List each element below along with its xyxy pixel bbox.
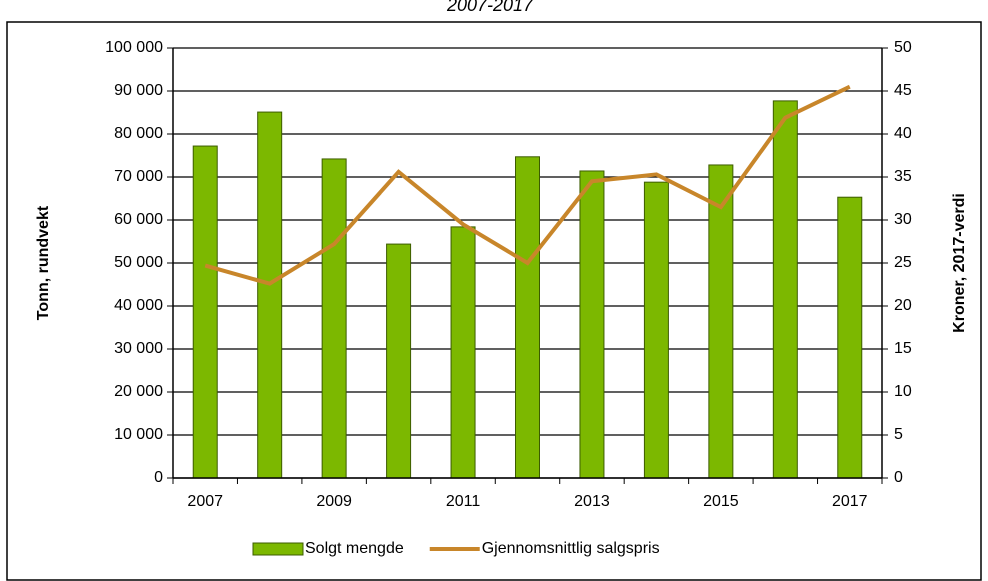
legend-label: Gjennomsnittlig salgspris: [482, 540, 660, 557]
y2-tick-label: 30: [894, 211, 912, 228]
y2-tick-label: 10: [894, 383, 912, 400]
y-tick-label: 0: [154, 469, 163, 486]
legend-label: Solgt mengde: [305, 540, 404, 557]
x-tick-label: 2017: [832, 493, 868, 510]
y2-tick-label: 45: [894, 82, 912, 99]
x-tick-label: 2011: [446, 493, 481, 510]
chart-frame: [6, 21, 982, 581]
y-tick-label: 90 000: [114, 82, 163, 99]
y2-tick-label: 35: [894, 168, 912, 185]
legend-swatch: [252, 542, 304, 556]
bar: [192, 145, 218, 479]
y-tick-label: 100 000: [105, 39, 163, 56]
y-tick-label: 30 000: [114, 340, 163, 357]
bar: [579, 170, 605, 479]
y-tick-label: 10 000: [114, 426, 163, 443]
x-tick-label: 2015: [703, 493, 739, 510]
y2-tick-label: 20: [894, 297, 912, 314]
y-axis-label: Tonn, rundvekt: [35, 205, 52, 320]
y2-tick-label: 0: [894, 469, 903, 486]
x-tick-label: 2007: [187, 493, 223, 510]
bar: [772, 100, 798, 479]
bar: [708, 164, 734, 479]
y-tick-label: 40 000: [114, 297, 163, 314]
x-tick-label: 2013: [574, 493, 610, 510]
y-tick-label: 70 000: [114, 168, 163, 185]
bar: [837, 196, 863, 479]
y2-tick-label: 40: [894, 125, 912, 142]
y2-tick-label: 5: [894, 426, 903, 443]
line: [204, 84, 851, 286]
bar: [643, 181, 669, 479]
y-tick-label: 20 000: [114, 383, 163, 400]
y-tick-label: 60 000: [114, 211, 163, 228]
bar: [450, 226, 476, 479]
bar: [386, 243, 412, 479]
bar: [515, 156, 540, 479]
bar: [321, 158, 347, 479]
chart-title: 2007-2017: [446, 0, 534, 15]
y2-tick-label: 50: [894, 39, 912, 56]
y2-tick-label: 25: [894, 254, 912, 271]
y-tick-label: 80 000: [114, 125, 163, 142]
y-tick-label: 50 000: [114, 254, 163, 271]
bar: [257, 111, 283, 479]
x-tick-label: 2009: [316, 493, 352, 510]
y2-axis-label: Kroner, 2017-verdi: [951, 193, 968, 333]
y2-tick-label: 15: [894, 340, 912, 357]
